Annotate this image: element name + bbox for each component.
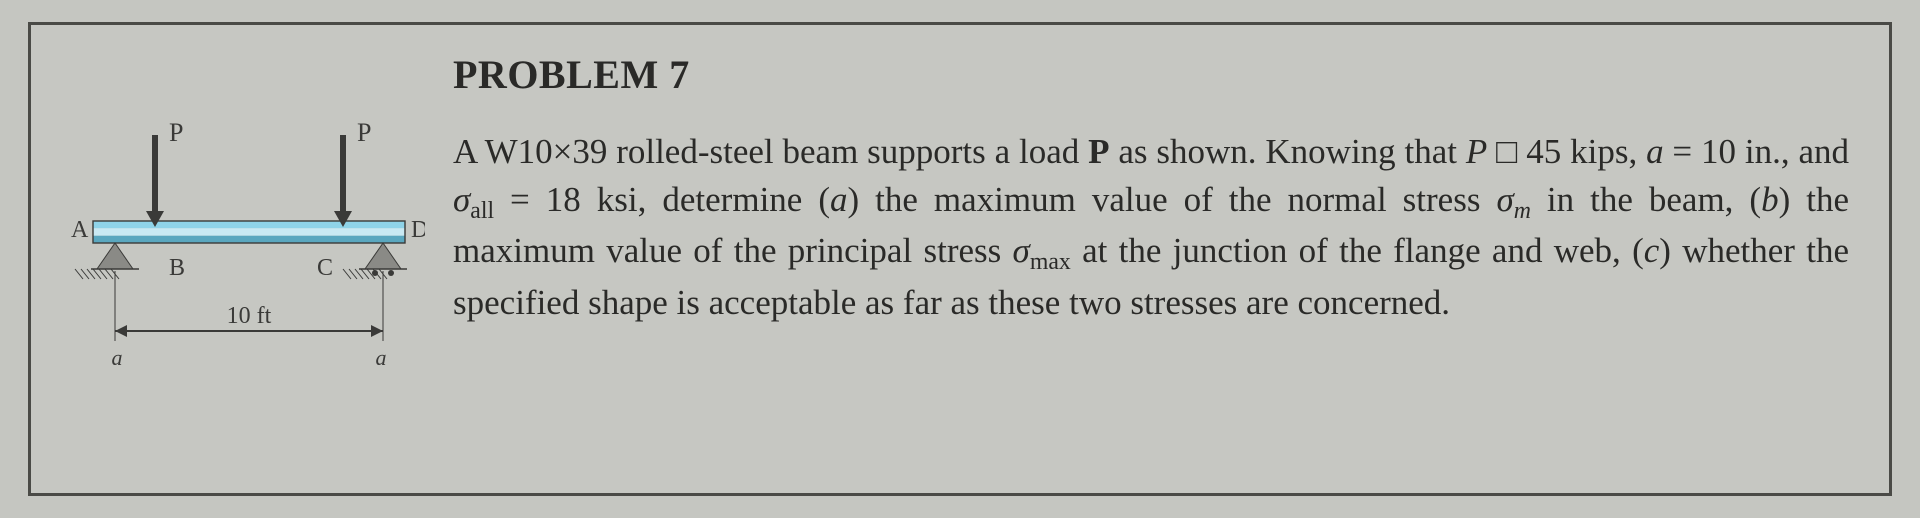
svg-text:a: a	[376, 345, 387, 370]
svg-text:D: D	[411, 217, 425, 243]
svg-text:B: B	[169, 255, 185, 281]
text-column: PROBLEM 7 A W10×39 rolled-steel beam sup…	[453, 51, 1855, 467]
beam-diagram: P P A B C D 10 ft a a	[65, 95, 425, 395]
figure-column: P P A B C D 10 ft a a	[65, 51, 425, 467]
svg-text:A: A	[71, 217, 89, 243]
svg-text:a: a	[112, 345, 123, 370]
svg-text:C: C	[317, 255, 333, 281]
problem-frame: P P A B C D 10 ft a a PROBLEM 7 A W10×39 rolled-…	[28, 22, 1892, 496]
svg-text:P: P	[169, 118, 183, 147]
problem-title: PROBLEM 7	[453, 51, 1849, 98]
svg-text:P: P	[357, 118, 371, 147]
svg-text:10 ft: 10 ft	[227, 303, 272, 329]
problem-statement: A W10×39 rolled-steel beam supports a lo…	[453, 128, 1849, 326]
